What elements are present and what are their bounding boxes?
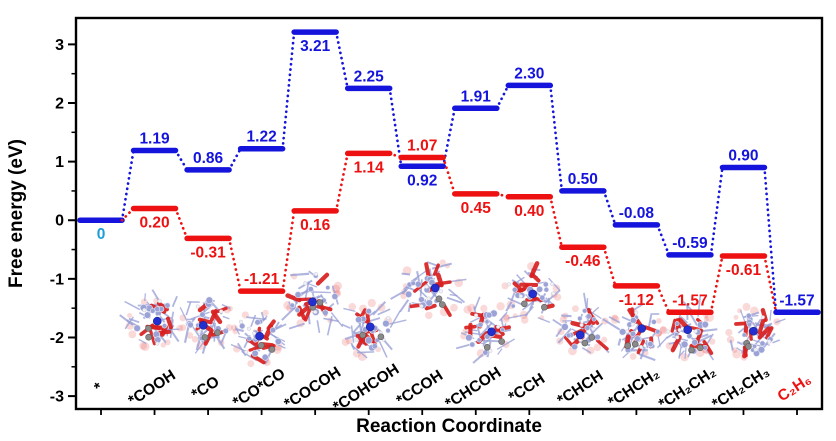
value-label: -0.08: [619, 205, 655, 222]
molecular-cluster-icon: [281, 270, 344, 336]
connector-line: [763, 166, 778, 314]
value-label: 0.40: [514, 203, 544, 220]
connector-line: [709, 166, 724, 257]
molecular-cluster-icon: [725, 302, 786, 361]
value-label: 0.20: [139, 215, 169, 232]
molecular-cluster-icon: [455, 296, 516, 364]
connector-line: [281, 30, 296, 151]
value-label: -0.59: [672, 235, 708, 252]
molecular-cluster-icon: [179, 296, 233, 354]
connector-line: [281, 209, 296, 293]
connector-line: [120, 149, 135, 222]
connector-line: [602, 189, 617, 227]
connector-line: [334, 152, 350, 213]
y-tick-label: -3: [50, 389, 64, 406]
value-label: 0.16: [300, 217, 331, 234]
plot-border: [74, 16, 824, 411]
connector-line: [548, 195, 564, 249]
connector-line: [227, 147, 242, 172]
value-label: 0.45: [461, 200, 492, 217]
value-label: 1.14: [354, 159, 385, 176]
value-label: 2.30: [514, 65, 544, 82]
value-label: 0.90: [728, 147, 758, 164]
value-label: 2.25: [354, 68, 385, 85]
molecular-cluster-icon: [602, 302, 667, 362]
series-red-pathway: 0.20 -0.31 -1.21 0.16 1.14 1.07 0.45 0.40 -0.46 -…: [120, 138, 778, 316]
connector-line: [656, 223, 671, 257]
connector-line: [495, 84, 510, 110]
connector-line: [656, 284, 671, 314]
connector-line: [548, 84, 564, 193]
connector-line: [441, 156, 457, 196]
molecular-cluster-icon: [119, 289, 184, 351]
connector-line: [174, 149, 189, 172]
molecular-cluster-icon: [341, 298, 407, 361]
value-label: -1.57: [672, 292, 707, 309]
molecular-cluster-icon: [501, 261, 562, 324]
y-tick-label: -1: [50, 271, 64, 288]
connector-line: [602, 245, 617, 288]
connector-line: [334, 30, 350, 90]
series-blue-pathway: 0 1.19 0.86 1.22 3.21 2.25 0.92 1.91 2.30 0.50 -0.…: [77, 29, 821, 316]
connector-line: [174, 207, 189, 240]
connector-line: [763, 254, 778, 314]
connector-line: [709, 254, 724, 314]
value-label: -0.46: [565, 253, 601, 270]
y-tick-label: -2: [50, 330, 64, 347]
molecular-cluster-icon: [656, 295, 718, 362]
y-axis-title: Free energy (eV): [6, 139, 27, 288]
value-label: 3.21: [300, 38, 331, 55]
value-label: 1.22: [247, 129, 277, 146]
connector-line: [227, 237, 242, 293]
value-label: -1.57: [779, 292, 814, 309]
molecular-cluster-icon: [390, 259, 467, 320]
y-tick-label: 1: [55, 154, 64, 171]
value-label: 1.91: [461, 88, 492, 105]
value-label: 0.86: [193, 150, 224, 167]
value-label: -0.31: [190, 244, 226, 261]
y-tick-label: 3: [55, 37, 64, 54]
y-tick-label: 2: [55, 96, 64, 113]
value-label: 0.50: [568, 171, 598, 188]
y-tick-label: 0: [55, 213, 64, 230]
value-label: 1.19: [139, 130, 170, 147]
value-label: -1.12: [619, 292, 654, 309]
value-label: 0: [97, 226, 106, 243]
value-label: -1.21: [244, 271, 280, 288]
molecular-cluster-icon: [230, 309, 287, 368]
value-label: -0.61: [726, 262, 762, 279]
value-label: 0.92: [407, 172, 437, 189]
molecular-cluster-icon: [552, 292, 610, 356]
value-label: 1.07: [407, 138, 437, 155]
x-axis-title: Reaction Coordinate: [356, 416, 542, 437]
